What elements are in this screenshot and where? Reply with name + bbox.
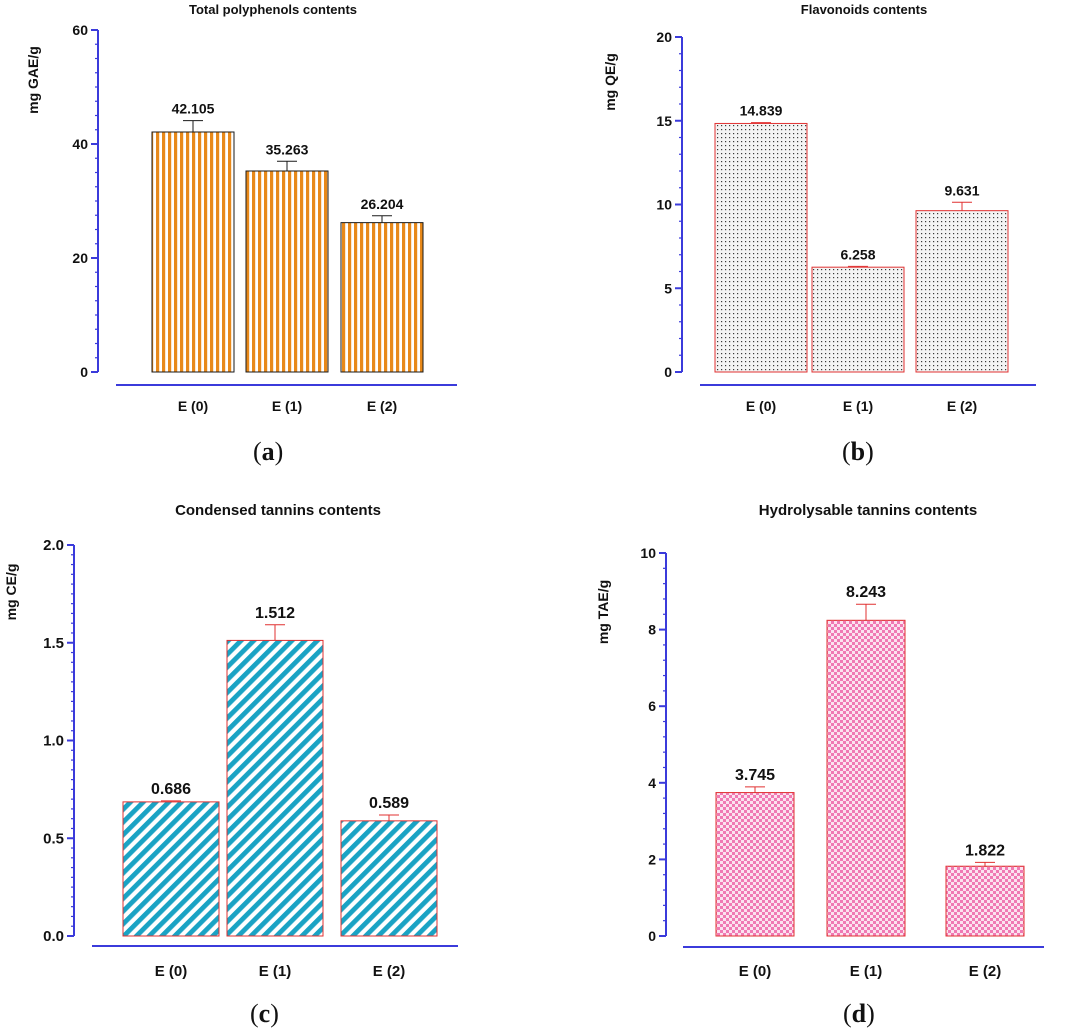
bar: [945, 865, 1025, 937]
y-tick-label: 10: [640, 545, 656, 561]
chart-panel-flavonoids: Flavonoids contents mg QE/g 0 5 10 15 20 14.839…: [602, 2, 1036, 466]
panel-label: (b): [842, 437, 874, 466]
chart-title: Flavonoids contents: [801, 2, 927, 17]
y-tick-label: 0: [664, 364, 672, 380]
y-tick-label: 6: [648, 698, 656, 714]
x-tick-label: E (2): [969, 963, 1002, 980]
bar: [340, 222, 424, 373]
x-tick-label: E (1): [259, 963, 292, 980]
y-tick-label: 8: [648, 622, 656, 638]
y-tick-label: 15: [656, 113, 672, 129]
bar: [715, 792, 795, 937]
chart-panel-polyphenols: Total polyphenols contents mg GAE/g 0 20 40 6…: [25, 2, 457, 466]
data-label: 35.263: [266, 141, 309, 157]
bar: [226, 639, 324, 937]
x-tick-label: E (2): [373, 963, 406, 980]
y-tick-label: 0.5: [43, 830, 64, 847]
chart-title: Hydrolysable tannins contents: [759, 502, 977, 519]
x-tick-label: E (0): [739, 963, 772, 980]
data-label: 0.589: [369, 795, 409, 812]
bar: [915, 210, 1009, 373]
y-tick-label: 40: [72, 136, 88, 152]
y-tick-label: 20: [656, 29, 672, 45]
y-tick-label: 20: [72, 250, 88, 266]
x-tick-label: E (1): [843, 398, 873, 414]
x-tick-label: E (0): [155, 963, 188, 980]
y-tick-label: 4: [648, 775, 656, 791]
y-tick-label: 10: [656, 197, 672, 213]
x-tick-label: E (0): [178, 398, 208, 414]
chart-panel-hydrolysable-tannins: Hydrolysable tannins contents mg TAE/g 0 2 4…: [595, 502, 1044, 1028]
bar: [826, 619, 906, 937]
data-label: 8.243: [846, 584, 886, 601]
bar: [714, 122, 808, 373]
y-axis-label: mg CE/g: [3, 564, 19, 621]
data-label: 1.512: [255, 605, 295, 622]
y-tick-label: 1.5: [43, 635, 64, 652]
bar: [151, 131, 235, 373]
panel-label: (c): [250, 999, 279, 1028]
y-tick-label: 1.0: [43, 733, 64, 750]
x-tick-label: E (2): [367, 398, 397, 414]
y-axis-label: mg QE/g: [602, 53, 618, 111]
bar: [122, 801, 220, 937]
y-tick-label: 60: [72, 22, 88, 38]
y-axis-label: mg TAE/g: [595, 580, 611, 644]
data-label: 26.204: [361, 196, 404, 212]
x-tick-label: E (0): [746, 398, 776, 414]
x-tick-label: E (1): [272, 398, 302, 414]
bar: [340, 820, 438, 937]
y-tick-label: 0: [648, 928, 656, 944]
data-label: 1.822: [965, 842, 1005, 859]
data-label: 6.258: [840, 246, 875, 262]
chart-panel-condensed-tannins: Condensed tannins contents mg CE/g 0.0 0.5 1…: [3, 502, 458, 1028]
data-label: 9.631: [944, 182, 979, 198]
data-label: 14.839: [740, 103, 783, 119]
chart-title: Condensed tannins contents: [175, 502, 381, 519]
panel-label: (a): [253, 437, 283, 466]
y-tick-label: 2.0: [43, 537, 64, 554]
y-tick-label: 2: [648, 851, 656, 867]
data-label: 42.105: [172, 101, 215, 117]
x-tick-label: E (1): [850, 963, 883, 980]
y-tick-label: 0.0: [43, 928, 64, 945]
bar: [245, 170, 329, 373]
x-tick-label: E (2): [947, 398, 977, 414]
chart-title: Total polyphenols contents: [189, 2, 357, 17]
data-label: 3.745: [735, 767, 775, 784]
panel-label: (d): [843, 999, 875, 1028]
bar: [811, 266, 905, 373]
y-tick-label: 5: [664, 280, 672, 296]
y-axis-label: mg GAE/g: [25, 46, 41, 114]
y-tick-label: 0: [80, 364, 88, 380]
data-label: 0.686: [151, 781, 191, 798]
